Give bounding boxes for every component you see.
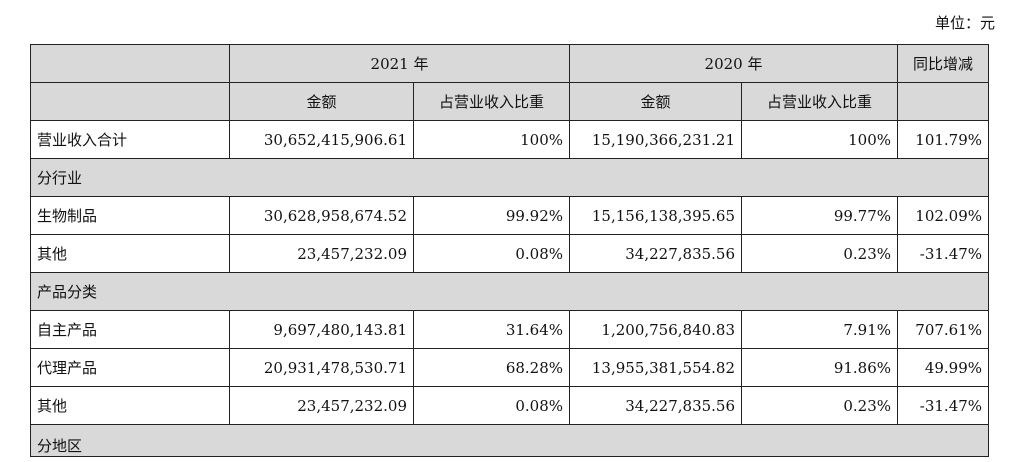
yoy-change: 49.99% (897, 348, 990, 387)
amount-2020: 15,156,138,395.65 (569, 196, 743, 235)
section-row-region: 分地区 (29, 424, 990, 457)
amount-2020: 34,227,835.56 (569, 386, 743, 425)
header-blank-cell (30, 44, 230, 83)
row-label: 其他 (30, 386, 230, 425)
section-row-industry: 分行业 (29, 158, 990, 197)
share-2020: 100% (741, 120, 899, 159)
amount-2021: 30,628,958,674.52 (229, 196, 414, 235)
header-row-years: 2021 年 2020 年 同比增减 (30, 44, 990, 83)
amount-2021: 20,931,478,530.71 (229, 348, 414, 387)
share-2020: 91.86% (741, 348, 899, 387)
table-row: 代理产品 20,931,478,530.71 68.28% 13,955,381… (30, 348, 990, 387)
yoy-change: 101.79% (897, 120, 990, 159)
header-yoy: 同比增减 (897, 44, 990, 83)
share-2020: 0.23% (741, 234, 899, 273)
section-label: 分地区 (29, 424, 990, 457)
amount-2021: 30,652,415,906.61 (229, 120, 414, 159)
yoy-change: -31.47% (897, 234, 990, 273)
header-row-columns: 金额 占营业收入比重 金额 占营业收入比重 (30, 82, 990, 121)
row-label: 其他 (30, 234, 230, 273)
share-2021: 68.28% (412, 348, 571, 387)
section-label: 产品分类 (29, 272, 990, 311)
share-2020: 0.23% (741, 386, 899, 425)
amount-2021: 9,697,480,143.81 (229, 310, 414, 349)
share-2021: 99.92% (412, 196, 571, 235)
amount-2020: 1,200,756,840.83 (569, 310, 743, 349)
share-2020: 99.77% (741, 196, 899, 235)
revenue-table: 2021 年 2020 年 同比增减 金额 占营业收入比重 金额 占营业收入比重… (29, 44, 990, 457)
share-2021: 100% (412, 120, 571, 159)
header-year-2021: 2021 年 (228, 44, 571, 83)
yoy-change: -31.47% (897, 386, 990, 425)
amount-2021: 23,457,232.09 (229, 386, 414, 425)
row-label: 生物制品 (30, 196, 230, 235)
table-row: 生物制品 30,628,958,674.52 99.92% 15,156,138… (30, 196, 990, 235)
amount-2020: 34,227,835.56 (569, 234, 743, 273)
yoy-change: 707.61% (897, 310, 990, 349)
share-2021: 31.64% (412, 310, 571, 349)
table-row: 自主产品 9,697,480,143.81 31.64% 1,200,756,8… (30, 310, 990, 349)
share-2021: 0.08% (412, 234, 571, 273)
amount-2020: 15,190,366,231.21 (569, 120, 743, 159)
unit-note: 单位：元 (934, 14, 995, 32)
table-row: 营业收入合计 30,652,415,906.61 100% 15,190,366… (30, 120, 990, 159)
row-label: 自主产品 (30, 310, 230, 349)
section-label: 分行业 (29, 158, 990, 197)
share-2020: 7.91% (741, 310, 899, 349)
header-year-2020: 2020 年 (569, 44, 899, 83)
yoy-change: 102.09% (897, 196, 990, 235)
header-blank-cell (897, 82, 990, 121)
share-2021: 0.08% (412, 386, 571, 425)
amount-2020: 13,955,381,554.82 (569, 348, 743, 387)
header-blank-cell (30, 82, 230, 121)
header-amount-2020: 金额 (569, 82, 743, 121)
table-row: 其他 23,457,232.09 0.08% 34,227,835.56 0.2… (30, 234, 990, 273)
header-share-2021: 占营业收入比重 (412, 82, 571, 121)
table-row: 其他 23,457,232.09 0.08% 34,227,835.56 0.2… (30, 386, 990, 425)
section-row-product: 产品分类 (29, 272, 990, 311)
row-label: 代理产品 (30, 348, 230, 387)
header-amount-2021: 金额 (229, 82, 414, 121)
row-label: 营业收入合计 (30, 120, 230, 159)
amount-2021: 23,457,232.09 (229, 234, 414, 273)
header-share-2020: 占营业收入比重 (741, 82, 899, 121)
